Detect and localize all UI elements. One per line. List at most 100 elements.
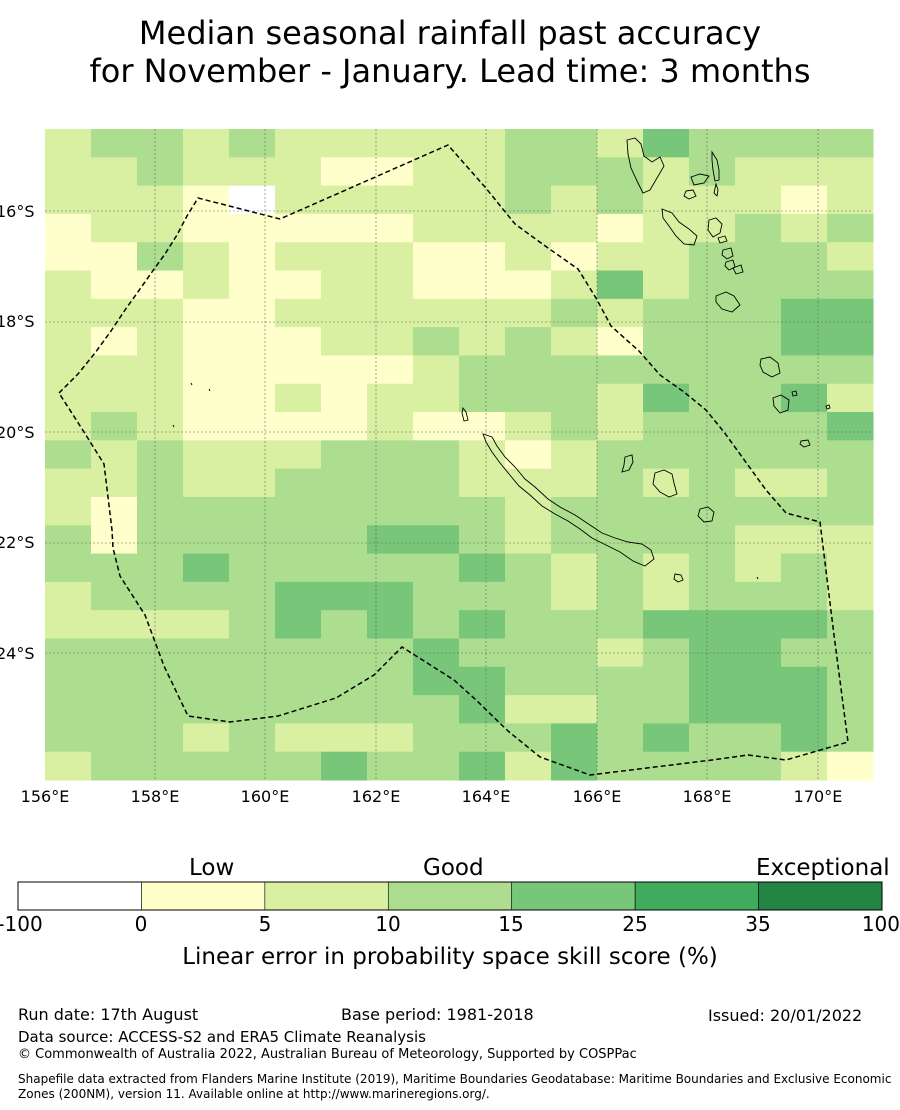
- grid-cell: [689, 440, 736, 470]
- grid-cell: [459, 751, 506, 781]
- grid-cell: [551, 129, 598, 158]
- colorbar-segment: [141, 881, 266, 911]
- grid-cell: [183, 666, 230, 696]
- walpole-island: [799, 439, 811, 448]
- grid-cell: [275, 525, 322, 555]
- grid-cell: [321, 666, 368, 696]
- grid-cell: [413, 638, 460, 668]
- grid-cell: [91, 213, 138, 243]
- colorbar-tick-100: 100: [861, 912, 900, 936]
- grid-cell: [367, 723, 414, 753]
- grid-cell: [735, 242, 782, 272]
- grid-cell: [45, 496, 92, 526]
- grid-cell: [735, 666, 782, 696]
- grid-cell: [505, 185, 552, 215]
- run-date: Run date: 17th August: [18, 1005, 199, 1024]
- grid-cell: [827, 242, 874, 272]
- eez-boundary: [58, 144, 849, 776]
- grid-cell: [321, 581, 368, 611]
- grid-cell: [781, 383, 828, 413]
- grid-cell: [413, 355, 460, 385]
- ouvea-island: [621, 454, 634, 473]
- grid-cell: [229, 723, 276, 753]
- grid-cell: [321, 751, 368, 781]
- colorbar-tick-minus100: -100: [0, 912, 43, 936]
- grid-cell: [689, 581, 736, 611]
- grid-cell: [689, 496, 736, 526]
- grid-cell: [321, 723, 368, 753]
- grid-cell: [459, 129, 506, 158]
- grid-cell: [689, 610, 736, 639]
- grid-cell: [505, 298, 552, 328]
- grid-cell: [45, 355, 92, 385]
- grid-cell: [459, 496, 506, 526]
- grid-cell: [781, 610, 828, 639]
- grid-cell: [551, 327, 598, 356]
- grid-cell: [321, 327, 368, 356]
- grid-cell: [505, 525, 552, 555]
- grid-cell: [643, 213, 690, 243]
- grid-cell: [597, 496, 644, 526]
- grid-cell: [827, 298, 874, 328]
- grid-cell: [735, 610, 782, 639]
- grid-cell: [689, 185, 736, 215]
- grid-cell: [459, 610, 506, 639]
- grid-cell: [643, 468, 690, 498]
- grid-cell: [827, 383, 874, 413]
- grid-cell: [827, 468, 874, 498]
- grid-cell: [367, 666, 414, 696]
- grid-cell: [781, 723, 828, 753]
- title-line-1: Median seasonal rainfall past accuracy: [138, 14, 762, 52]
- grid-cell: [413, 185, 460, 215]
- grid-cell: [45, 185, 92, 215]
- colorbar-segment: [511, 881, 636, 911]
- grid-cell: [459, 525, 506, 555]
- grid-cell: [735, 298, 782, 328]
- lon-label-166e: 166°E: [572, 787, 622, 806]
- grid-cell: [689, 553, 736, 583]
- grid-cell: [229, 666, 276, 696]
- grid-cell: [367, 355, 414, 385]
- grid-cell: [367, 412, 414, 441]
- grid-cell: [45, 242, 92, 272]
- grid-cell: [367, 383, 414, 413]
- grid-cell: [735, 383, 782, 413]
- grid-cell: [827, 440, 874, 470]
- grid-cell: [597, 610, 644, 639]
- grid-cell: [275, 496, 322, 526]
- grid-cell: [597, 440, 644, 470]
- lon-label-164e: 164°E: [461, 787, 511, 806]
- grid-cell: [367, 496, 414, 526]
- grid-cell: [827, 610, 874, 639]
- epi-island: [707, 217, 723, 238]
- grid-cell: [505, 242, 552, 272]
- grid-cell: [827, 270, 874, 300]
- grid-cell: [551, 412, 598, 441]
- colorbar: [17, 881, 883, 911]
- grid-cell: [459, 242, 506, 272]
- data-source: Data source: ACCESS-S2 and ERA5 Climate …: [18, 1028, 426, 1046]
- grid-cell: [505, 270, 552, 300]
- lon-label-168e: 168°E: [682, 787, 732, 806]
- grid-cell: [505, 610, 552, 639]
- grid-cell: [321, 355, 368, 385]
- grid-cell: [689, 383, 736, 413]
- grid-cell: [781, 496, 828, 526]
- colorbar-segment: [758, 881, 883, 911]
- erromango-island: [715, 291, 741, 313]
- small-reef-b: [208, 388, 211, 392]
- grid-cell: [551, 553, 598, 583]
- grid-cell: [321, 553, 368, 583]
- grande-terre-island: [482, 433, 655, 567]
- grid-cell: [689, 751, 736, 781]
- grid-cell: [459, 157, 506, 187]
- grid-cell: [643, 666, 690, 696]
- small-reef-a: [190, 382, 193, 386]
- grid-cell: [597, 157, 644, 187]
- grid-cell: [137, 298, 184, 328]
- grid-cell: [597, 468, 644, 498]
- grid-cell: [643, 157, 690, 187]
- grid-cell: [643, 242, 690, 272]
- grid-cell: [229, 242, 276, 272]
